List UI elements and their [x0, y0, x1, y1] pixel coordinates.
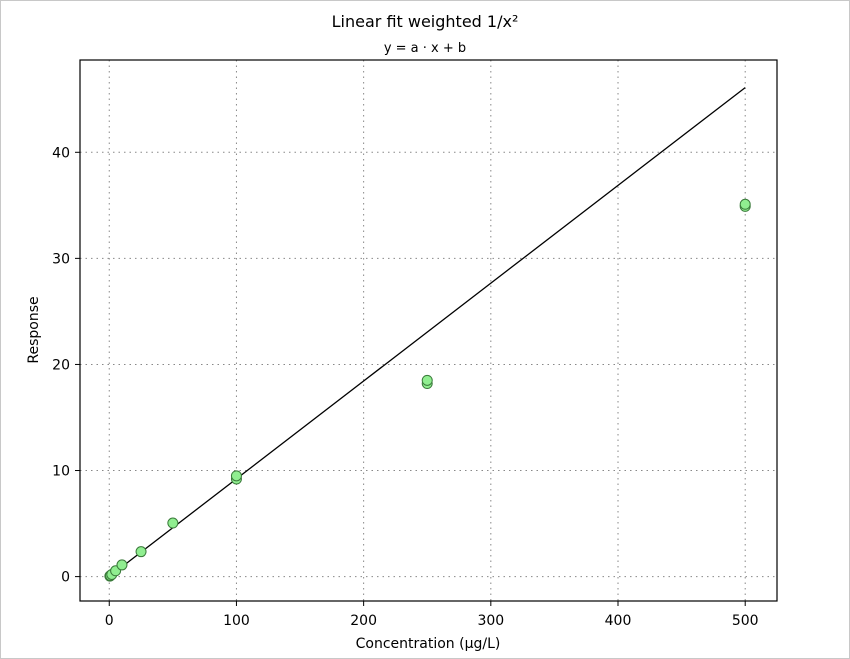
- data-point: [739, 198, 751, 210]
- chart-subtitle: y = a · x + b: [384, 41, 466, 56]
- x-tick-label: 200: [350, 613, 377, 629]
- data-point: [230, 470, 242, 482]
- plot-area: [79, 59, 778, 602]
- x-axis-label: Concentration (µg/L): [356, 636, 501, 652]
- x-tick-label: 500: [732, 613, 759, 629]
- y-tick-label: 30: [52, 251, 70, 267]
- y-tick-label: 40: [52, 145, 70, 161]
- data-point: [135, 546, 147, 558]
- y-tick-label: 0: [61, 570, 70, 586]
- data-point: [116, 559, 128, 571]
- grid-lines: [80, 60, 777, 601]
- x-tick-label: 300: [477, 613, 504, 629]
- y-axis-label: Response: [26, 296, 42, 363]
- data-series: [104, 87, 751, 582]
- y-tick-label: 10: [52, 464, 70, 480]
- axis-ticks: 0 100 200 300 400 500 0 10 20 30 40: [52, 145, 758, 629]
- fit-line: [108, 87, 746, 578]
- data-point: [421, 374, 433, 386]
- chart-title: Linear fit weighted 1/x²: [332, 12, 519, 31]
- y-tick-label: 20: [52, 357, 70, 373]
- x-tick-label: 400: [605, 613, 632, 629]
- data-point: [167, 517, 179, 529]
- x-tick-label: 0: [105, 613, 114, 629]
- x-tick-label: 100: [223, 613, 250, 629]
